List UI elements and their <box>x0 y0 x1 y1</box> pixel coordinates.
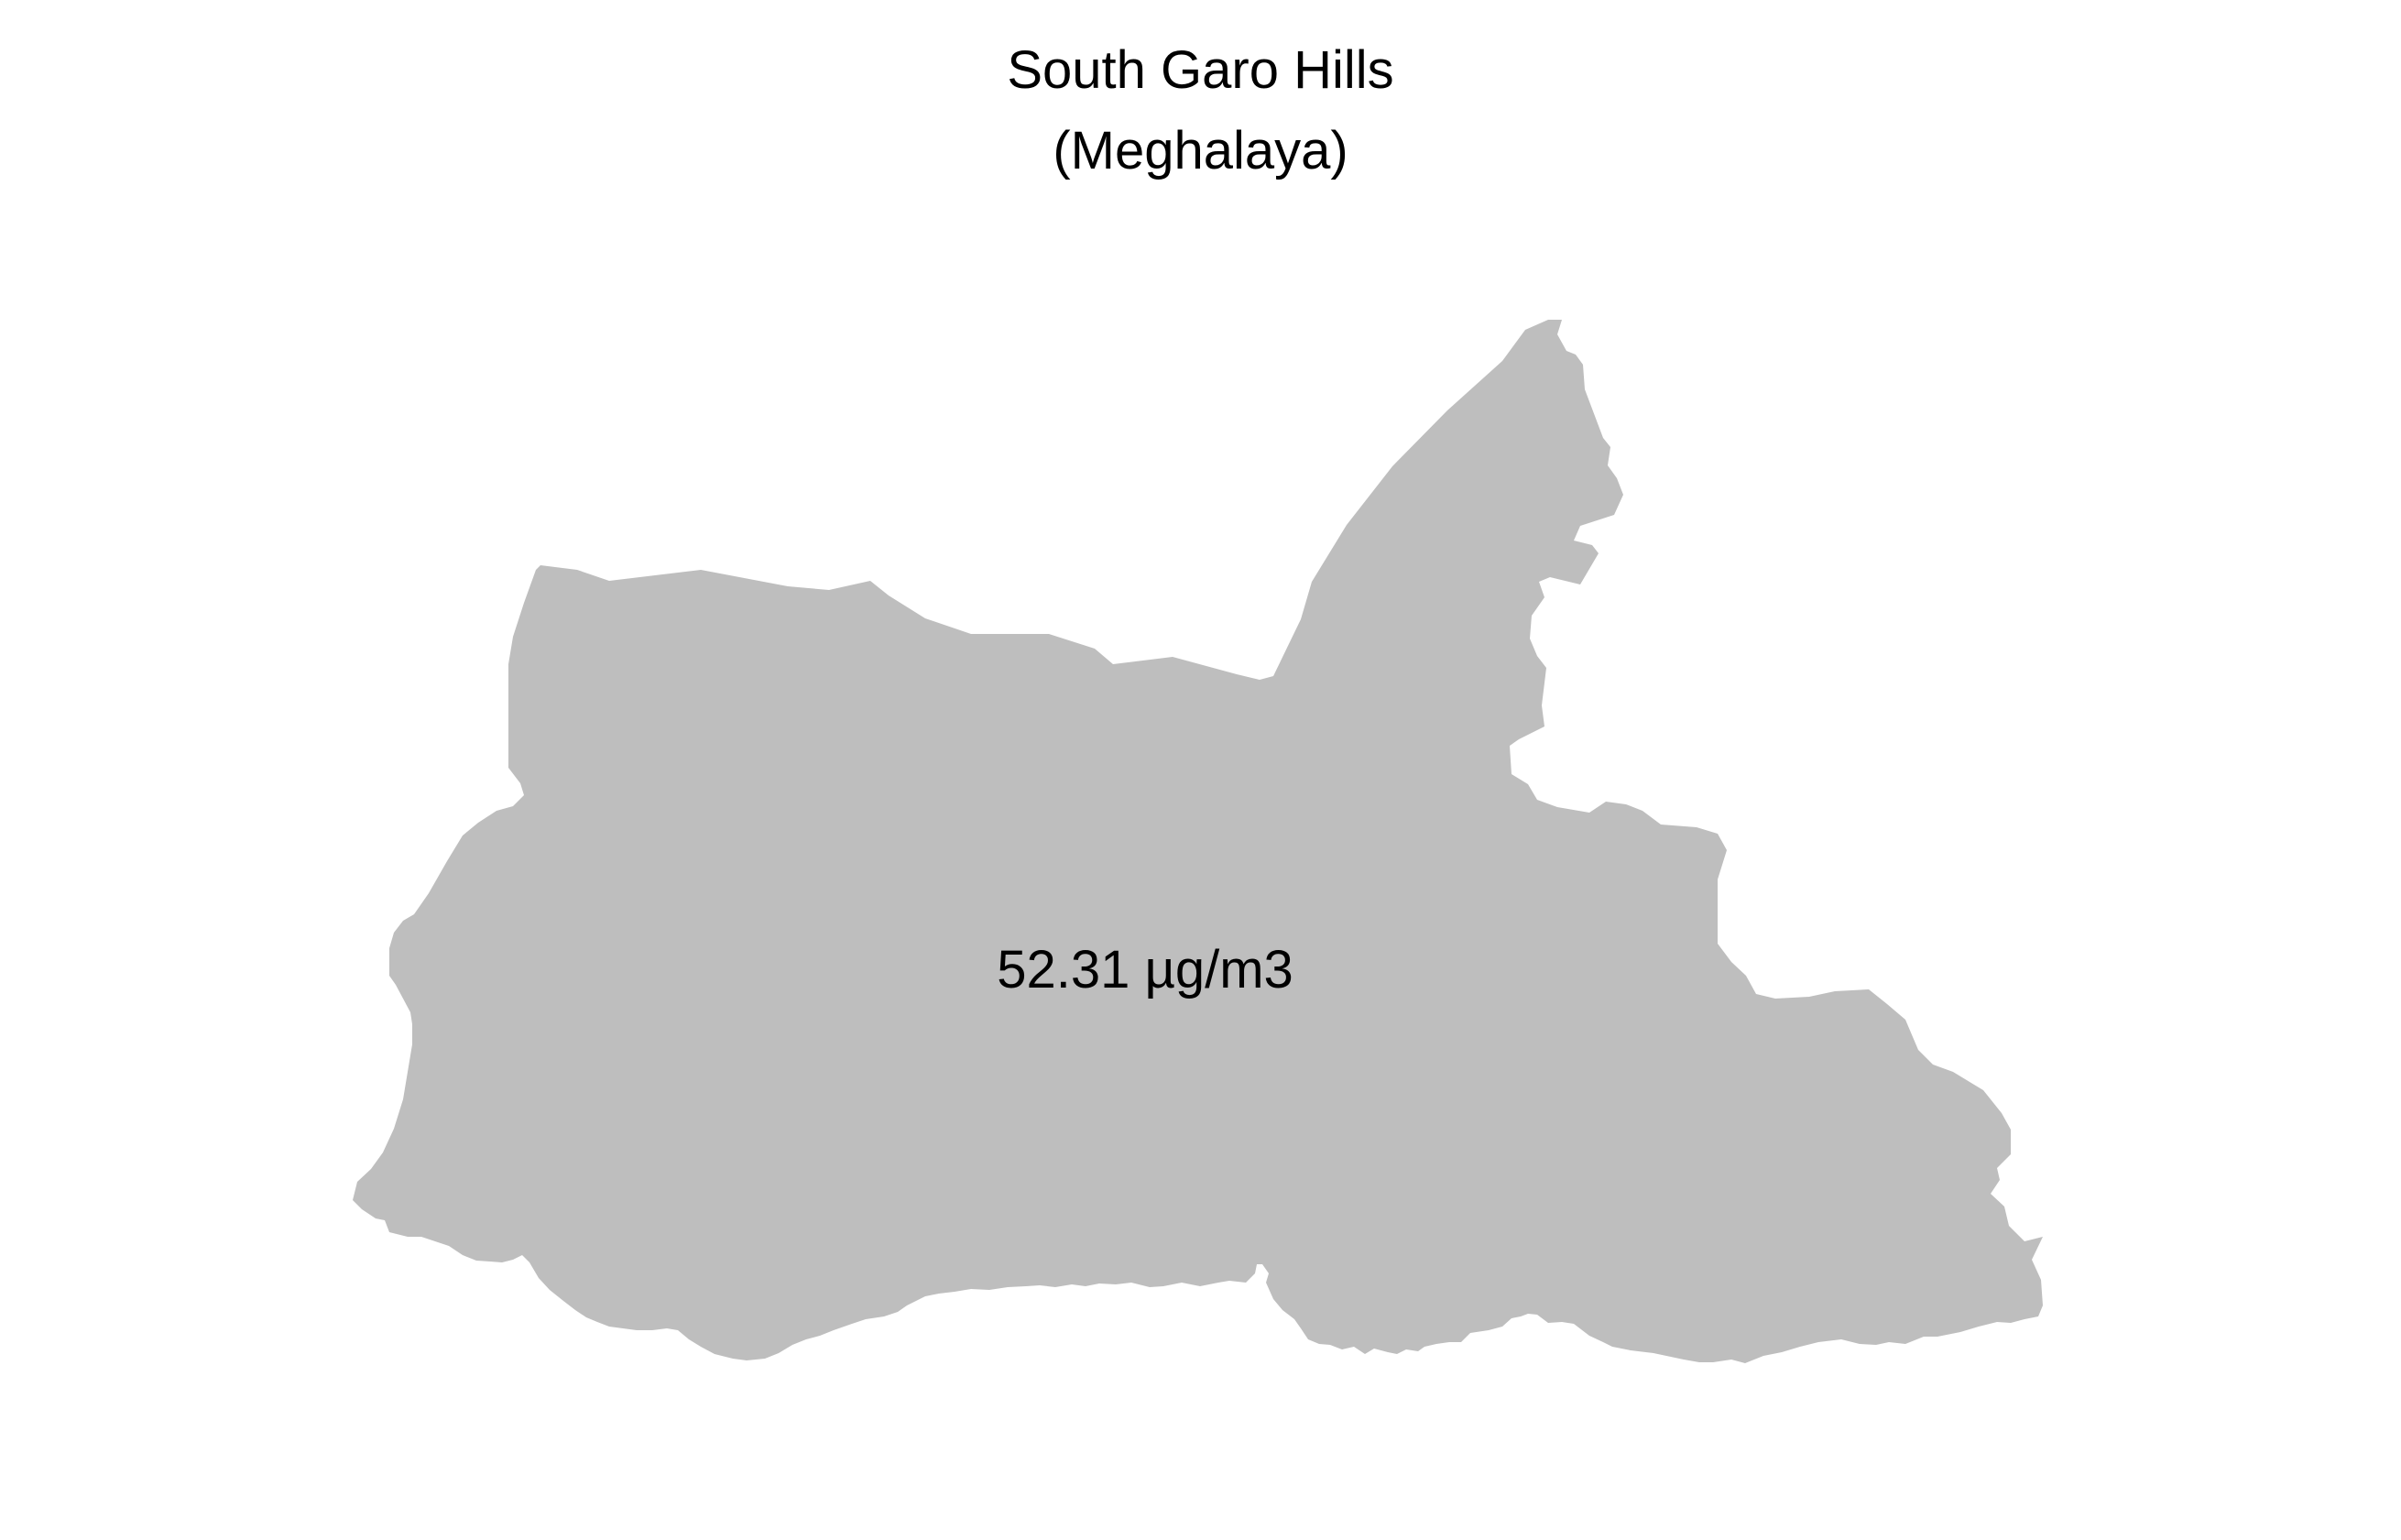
region-value-label: 52.31 µg/m3 <box>997 940 1293 999</box>
district-polygon <box>353 320 2043 1363</box>
map-subtitle: (Meghalaya) <box>1053 121 1348 180</box>
map-title: South Garo Hills <box>1007 40 1394 100</box>
